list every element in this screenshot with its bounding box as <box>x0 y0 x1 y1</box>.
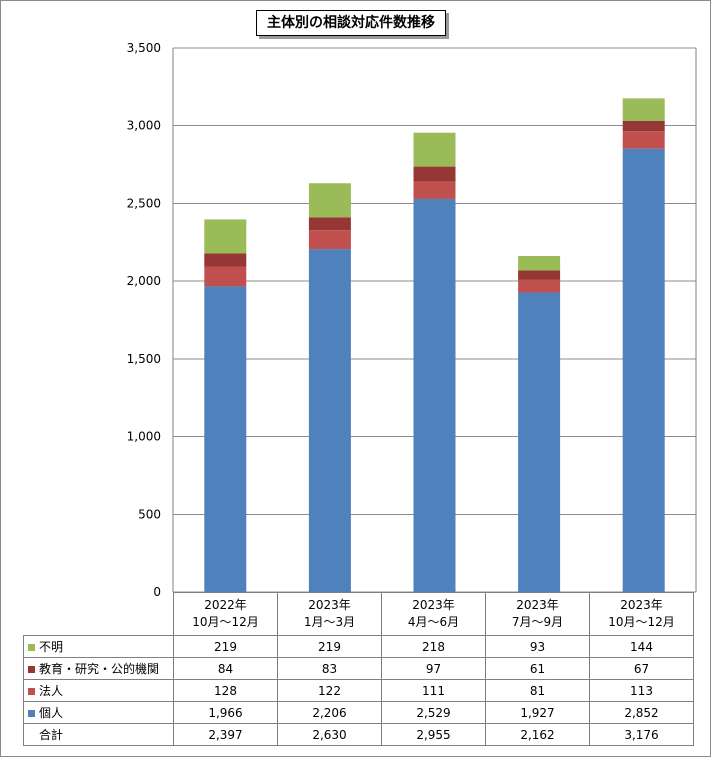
data-label: 219 <box>277 635 382 658</box>
data-label: 67 <box>589 657 694 680</box>
table-corner <box>24 593 174 636</box>
bar-segment <box>308 230 351 250</box>
legend-label: 法人 <box>39 683 64 698</box>
legend-label: 個人 <box>39 705 64 720</box>
data-label: 2,162 <box>485 723 590 746</box>
x-tick-months: 4月～6月 <box>407 615 460 629</box>
legend-key <box>28 687 35 695</box>
data-label: 1,966 <box>173 701 278 724</box>
bar-segment <box>518 292 561 592</box>
data-label: 2,206 <box>277 701 382 724</box>
y-tick-label: 1,000 <box>127 430 161 444</box>
data-label: 84 <box>173 657 278 680</box>
legend-key <box>28 643 35 651</box>
y-tick-label: 3,500 <box>127 41 161 55</box>
y-tick-label: 2,000 <box>127 274 161 288</box>
bar-segment <box>518 255 561 271</box>
x-tick-year: 2023年 <box>412 598 455 612</box>
data-table: 2022年 10月～12月 2023年 1月～3月 2023年 4月～6月 2023年 7月～… <box>23 592 694 746</box>
data-label: 93 <box>485 635 590 658</box>
x-tick-months: 10月～12月 <box>608 615 675 629</box>
y-tick-label: 0 <box>153 585 161 599</box>
bar-segment <box>204 219 247 254</box>
bar-segment <box>204 266 247 287</box>
legend-key <box>28 665 35 673</box>
x-tick-label: 2023年 1月～3月 <box>277 592 382 636</box>
data-label: 2,852 <box>589 701 694 724</box>
x-tick-months: 1月～3月 <box>303 615 356 629</box>
data-label: 2,955 <box>381 723 486 746</box>
data-label: 219 <box>173 635 278 658</box>
bar-segment <box>518 270 561 280</box>
data-label: 2,529 <box>381 701 486 724</box>
bar-segment <box>308 183 351 218</box>
plot-area: 0 500 1,000 1,500 2,000 2,500 3,000 3,500 <box>127 41 697 599</box>
y-tick-label: 3,000 <box>127 119 161 133</box>
y-tick-label: 2,500 <box>127 196 161 210</box>
bar-segment <box>204 286 247 592</box>
bar-segment <box>622 131 665 149</box>
y-tick-label: 1,500 <box>127 352 161 366</box>
bar-segment <box>518 279 561 293</box>
x-tick-year: 2023年 <box>620 598 663 612</box>
data-label: 111 <box>381 679 486 702</box>
bar-segment <box>622 98 665 121</box>
y-tick-label: 500 <box>138 507 161 521</box>
data-label: 81 <box>485 679 590 702</box>
bar-segment <box>413 166 456 182</box>
bar-segment <box>413 132 456 167</box>
data-label: 122 <box>277 679 382 702</box>
legend-entry: 法人 <box>23 679 174 702</box>
legend-label: 不明 <box>39 639 64 654</box>
data-label: 144 <box>589 635 694 658</box>
bar-segment <box>204 253 247 267</box>
bar-segment <box>308 249 351 592</box>
x-tick-label: 2023年 4月～6月 <box>381 592 486 636</box>
x-tick-label: 2022年 10月～12月 <box>173 592 278 636</box>
bar-segment <box>622 120 665 132</box>
data-label: 2,630 <box>277 723 382 746</box>
bar-segment <box>413 181 456 199</box>
legend-key <box>28 709 35 717</box>
x-tick-months: 7月～9月 <box>511 615 564 629</box>
x-tick-label: 2023年 7月～9月 <box>485 592 590 636</box>
data-label: 97 <box>381 657 486 680</box>
bar-segment <box>413 198 456 592</box>
data-label: 113 <box>589 679 694 702</box>
legend-entry: 不明 <box>23 635 174 658</box>
data-label: 61 <box>485 657 590 680</box>
x-tick-year: 2023年 <box>516 598 559 612</box>
data-label: 218 <box>381 635 486 658</box>
bar-segment <box>308 217 351 231</box>
legend-entry: 教育・研究・公的機関 <box>23 657 174 680</box>
legend-entry: 合計 <box>23 723 174 746</box>
x-tick-months: 10月～12月 <box>192 615 259 629</box>
legend-label: 教育・研究・公的機関 <box>39 661 160 676</box>
x-tick-year: 2023年 <box>308 598 351 612</box>
data-label: 1,927 <box>485 701 590 724</box>
data-label: 128 <box>173 679 278 702</box>
chart-title: 主体別の相談対応件数推移 <box>256 10 446 36</box>
data-label: 2,397 <box>173 723 278 746</box>
bar-segment <box>622 148 665 592</box>
legend-entry: 個人 <box>23 701 174 724</box>
data-label: 83 <box>277 657 382 680</box>
x-tick-year: 2022年 <box>204 598 247 612</box>
data-label: 3,176 <box>589 723 694 746</box>
legend-label: 合計 <box>39 727 64 742</box>
x-tick-label: 2023年 10月～12月 <box>589 592 694 636</box>
